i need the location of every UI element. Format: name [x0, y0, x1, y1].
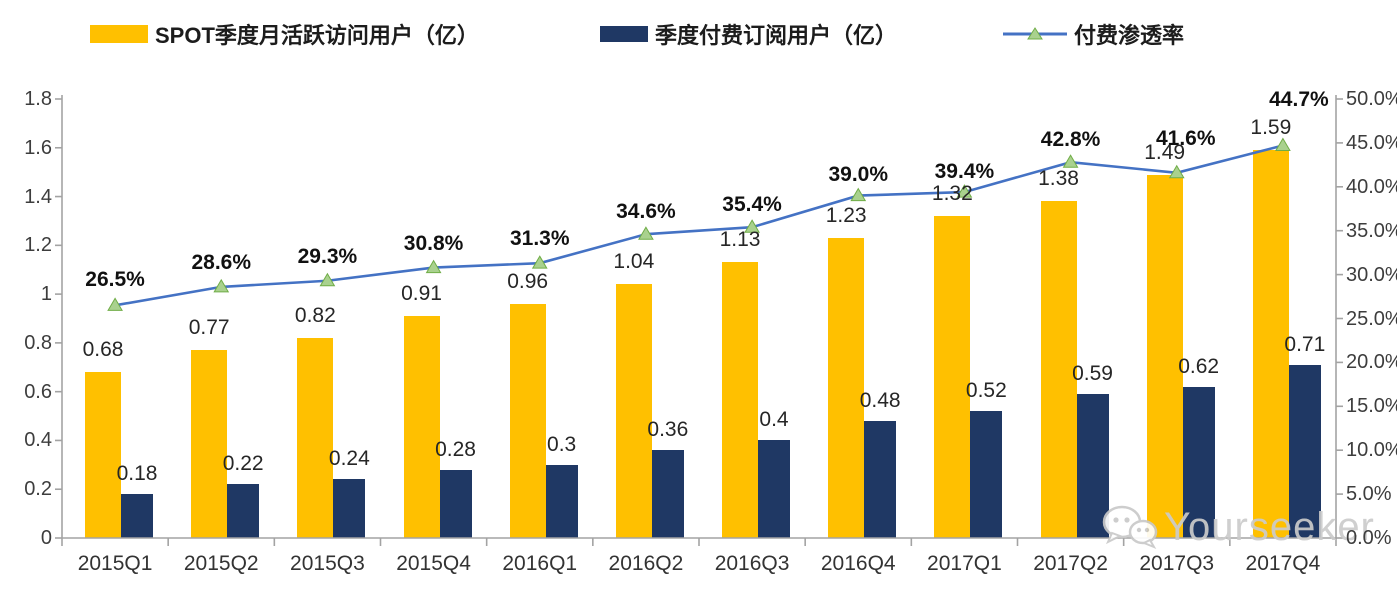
- bar-value-label: 0.36: [647, 418, 689, 442]
- bar-value-label: 0.48: [859, 388, 901, 412]
- bar-mau-2016Q2: [615, 284, 652, 538]
- legend-item-subscribers: 季度付费订阅用户（亿）: [600, 14, 897, 54]
- bar-value-label: 0.52: [965, 379, 1007, 403]
- bar-mau-2016Q1: [509, 303, 546, 538]
- subscribers-swatch: [600, 26, 648, 42]
- penetration-percent-label: 41.6%: [1155, 126, 1216, 150]
- penetration-percent-label: 35.4%: [722, 193, 782, 217]
- bar-subscribers-2015Q1: [121, 494, 153, 538]
- watermark-text: Yourseeker: [1164, 505, 1375, 549]
- bar-value-label: 0.82: [294, 304, 336, 327]
- bar-subscribers-2016Q4: [864, 420, 897, 538]
- bar-subscribers-2015Q3: [333, 479, 366, 538]
- legend-label-penetration: 付费渗透率: [1074, 23, 1185, 48]
- penetration-percent-label: 39.4%: [934, 160, 995, 184]
- penetration-percent-label: 42.8%: [1040, 128, 1101, 152]
- bar-subscribers-2017Q3: [1182, 386, 1215, 538]
- bar-mau-2015Q1: [85, 372, 121, 538]
- bar-mau-2015Q3: [297, 338, 334, 538]
- bar-subscribers-2017Q1: [970, 411, 1003, 538]
- mau-swatch: [90, 25, 148, 43]
- watermark: Yourseeker: [1098, 498, 1375, 557]
- legend: SPOT季度月活跃访问用户（亿） 季度付费订阅用户（亿） 付费渗透率: [0, 14, 1399, 54]
- legend-label-subscribers: 季度付费订阅用户（亿）: [655, 23, 898, 48]
- bar-value-label: 1.59: [1250, 116, 1292, 140]
- bar-mau-2016Q3: [722, 262, 758, 538]
- bar-value-label: 0.77: [188, 316, 230, 340]
- legend-label-mau: SPOT季度月活跃访问用户（亿）: [155, 23, 479, 48]
- bar-value-label: 0.71: [1284, 332, 1326, 356]
- legend-item-mau: SPOT季度月活跃访问用户（亿）: [90, 14, 479, 54]
- bar-value-label: 0.62: [1178, 354, 1220, 378]
- legend-item-penetration: 付费渗透率: [1003, 14, 1184, 54]
- bar-value-label: 0.59: [1072, 362, 1113, 386]
- bar-subscribers-2015Q2: [227, 484, 260, 538]
- bar-value-label: 0.4: [759, 408, 789, 432]
- bar-value-label: 0.28: [435, 437, 476, 461]
- bar-subscribers-2016Q1: [545, 464, 578, 538]
- bar-subscribers-2016Q2: [651, 450, 684, 538]
- penetration-percent-label: 44.7%: [1269, 87, 1329, 111]
- bar-subscribers-2017Q2: [1076, 394, 1109, 538]
- penetration-line-swatch: [1003, 26, 1067, 42]
- triangle-marker-icon: [1027, 27, 1043, 40]
- bar-value-label: 0.68: [82, 338, 124, 362]
- bar-value-label: 0.3: [547, 432, 577, 456]
- bar-subscribers-2015Q4: [439, 469, 472, 538]
- bar-value-label: 0.24: [328, 447, 370, 471]
- bar-value-label: 0.22: [222, 452, 264, 476]
- bar-subscribers-2016Q3: [758, 440, 790, 538]
- wechat-icon: [1098, 498, 1160, 557]
- penetration-percent-label: 31.3%: [509, 227, 570, 251]
- bar-mau-2015Q2: [191, 350, 228, 538]
- bar-mau-2015Q4: [403, 316, 440, 538]
- bar-subscribers-2017Q4: [1288, 364, 1321, 538]
- bar-value-label: 0.18: [116, 462, 158, 486]
